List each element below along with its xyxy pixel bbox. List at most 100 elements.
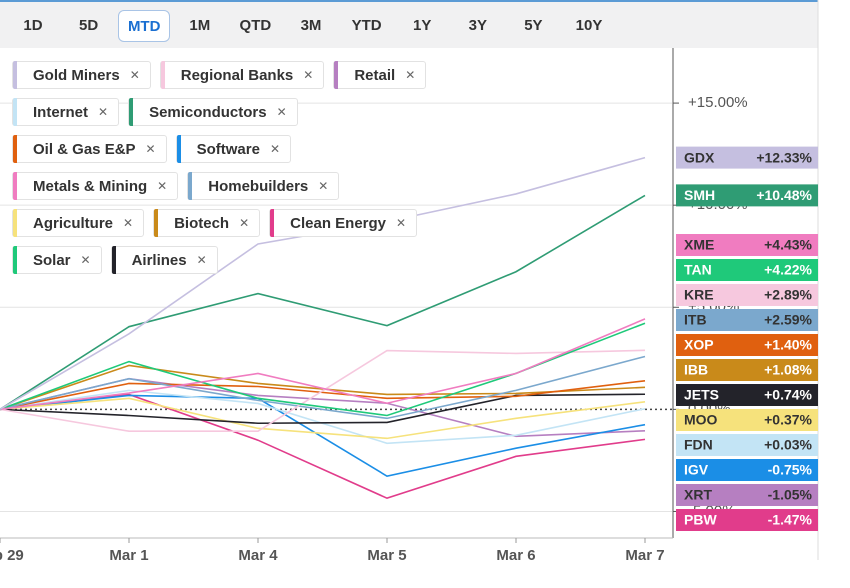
x-tick-label: Mar 1 <box>109 547 148 564</box>
remove-icon[interactable]: ✕ <box>129 68 140 82</box>
badge-value: +0.03% <box>764 437 812 453</box>
legend-chip[interactable]: Agriculture ✕ <box>12 209 145 237</box>
series-line <box>0 355 646 420</box>
value-badge <box>676 359 818 381</box>
legend-chip[interactable]: Metals & Mining ✕ <box>12 172 179 200</box>
remove-icon[interactable]: ✕ <box>196 253 207 267</box>
legend-swatch <box>160 61 165 89</box>
badge-value: +2.89% <box>764 287 812 303</box>
legend-label: Retail <box>354 66 396 84</box>
legend-chip[interactable]: Software ✕ <box>175 135 292 163</box>
period-button[interactable]: YTD <box>351 17 382 34</box>
legend-label: Airlines <box>131 251 187 269</box>
badge-ticker: IBB <box>684 362 708 378</box>
remove-icon[interactable]: ✕ <box>269 142 281 156</box>
remove-icon[interactable]: ✕ <box>396 216 407 230</box>
legend-chip[interactable]: Gold Miners ✕ <box>12 61 151 89</box>
value-badge <box>676 384 818 406</box>
legend-chip[interactable]: Solar ✕ <box>12 246 102 274</box>
badge-ticker: MOO <box>684 412 718 428</box>
legend-label: Homebuilders <box>208 177 309 195</box>
remove-icon[interactable]: ✕ <box>239 216 250 230</box>
period-toolbar: 1D 5D MTD 1M QTD 3M YTD 1Y 3Y 5Y 10Y <box>0 0 818 48</box>
badge-ticker: FDN <box>684 437 713 453</box>
period-button[interactable]: QTD <box>239 17 272 34</box>
series-line <box>0 394 646 477</box>
legend-label: Internet <box>33 103 89 121</box>
badge-ticker: GDX <box>684 149 715 165</box>
remove-icon[interactable]: ✕ <box>123 216 134 230</box>
value-badge <box>676 509 818 531</box>
legend-swatch <box>154 209 159 237</box>
legend-chip[interactable]: Homebuilders ✕ <box>187 172 340 200</box>
badge-ticker: JETS <box>684 387 719 403</box>
period-button[interactable]: 1Y <box>413 17 432 34</box>
series-line <box>0 349 646 433</box>
period-button[interactable]: 10Y <box>575 17 603 34</box>
badge-value: +1.40% <box>764 337 812 353</box>
legend-chip[interactable]: Airlines ✕ <box>110 246 218 274</box>
legend-label: Solar <box>33 251 71 269</box>
badge-ticker: XOP <box>684 337 714 353</box>
remove-icon[interactable]: ✕ <box>318 179 329 193</box>
remove-icon[interactable]: ✕ <box>157 179 168 193</box>
legend-swatch <box>111 246 116 274</box>
series-line <box>0 393 646 500</box>
remove-icon[interactable]: ✕ <box>98 105 109 119</box>
badge-ticker: TAN <box>684 262 712 278</box>
legend-label: Software <box>196 140 260 158</box>
period-button[interactable]: MTD <box>118 10 171 42</box>
legend-label: Clean Energy <box>290 214 387 232</box>
period-button[interactable]: 1D <box>23 17 43 34</box>
legend-chip[interactable]: Semiconductors ✕ <box>128 98 298 126</box>
legend-swatch <box>13 209 17 237</box>
legend-swatch <box>13 135 17 163</box>
value-badge <box>676 484 818 506</box>
period-button[interactable]: 5Y <box>524 17 543 34</box>
legend-swatch <box>13 246 17 274</box>
value-badge <box>676 434 818 456</box>
value-badge <box>676 334 818 356</box>
remove-icon[interactable]: ✕ <box>80 253 91 267</box>
value-badge <box>676 259 818 281</box>
remove-icon[interactable]: ✕ <box>303 68 314 82</box>
period-button[interactable]: 3Y <box>468 17 487 34</box>
badge-value: +4.43% <box>764 237 812 253</box>
badge-value: +0.74% <box>764 387 812 403</box>
remove-icon[interactable]: ✕ <box>145 142 156 156</box>
legend-chip[interactable]: Retail ✕ <box>333 61 427 89</box>
remove-icon[interactable]: ✕ <box>276 105 287 119</box>
series-line <box>0 397 646 440</box>
legend-chip[interactable]: Oil & Gas E&P ✕ <box>12 135 167 163</box>
period-button[interactable]: 5D <box>79 17 99 34</box>
badge-value: +12.33% <box>756 149 812 165</box>
legend-chip[interactable]: Internet ✕ <box>12 98 120 126</box>
badge-value: +0.37% <box>764 412 812 428</box>
legend-label: Regional Banks <box>180 66 294 84</box>
period-button[interactable]: 1M <box>189 17 211 34</box>
remove-icon[interactable]: ✕ <box>405 68 416 82</box>
series-line <box>0 318 646 411</box>
series-line <box>0 379 646 411</box>
value-badge <box>676 146 818 169</box>
badge-value: +10.48% <box>756 187 812 203</box>
badge-value: +1.08% <box>764 362 812 378</box>
x-tick-label: Mar 6 <box>496 547 535 564</box>
legend-chip[interactable]: Biotech ✕ <box>153 209 261 237</box>
badge-ticker: PBW <box>684 512 717 528</box>
period-button[interactable]: 3M <box>300 17 322 34</box>
badge-value: +2.59% <box>764 312 812 328</box>
badge-ticker: XME <box>684 237 714 253</box>
legend-chip[interactable]: Clean Energy ✕ <box>269 209 418 237</box>
legend-swatch <box>13 61 17 89</box>
x-tick-label: Mar 7 <box>625 547 664 564</box>
value-badge <box>676 309 818 331</box>
legend-label: Semiconductors <box>149 103 267 121</box>
legend-label: Gold Miners <box>33 66 120 84</box>
value-badge <box>676 184 818 207</box>
legend-chip[interactable]: Regional Banks ✕ <box>159 61 325 89</box>
legend-swatch <box>13 172 17 200</box>
badge-ticker: ITB <box>684 312 707 328</box>
